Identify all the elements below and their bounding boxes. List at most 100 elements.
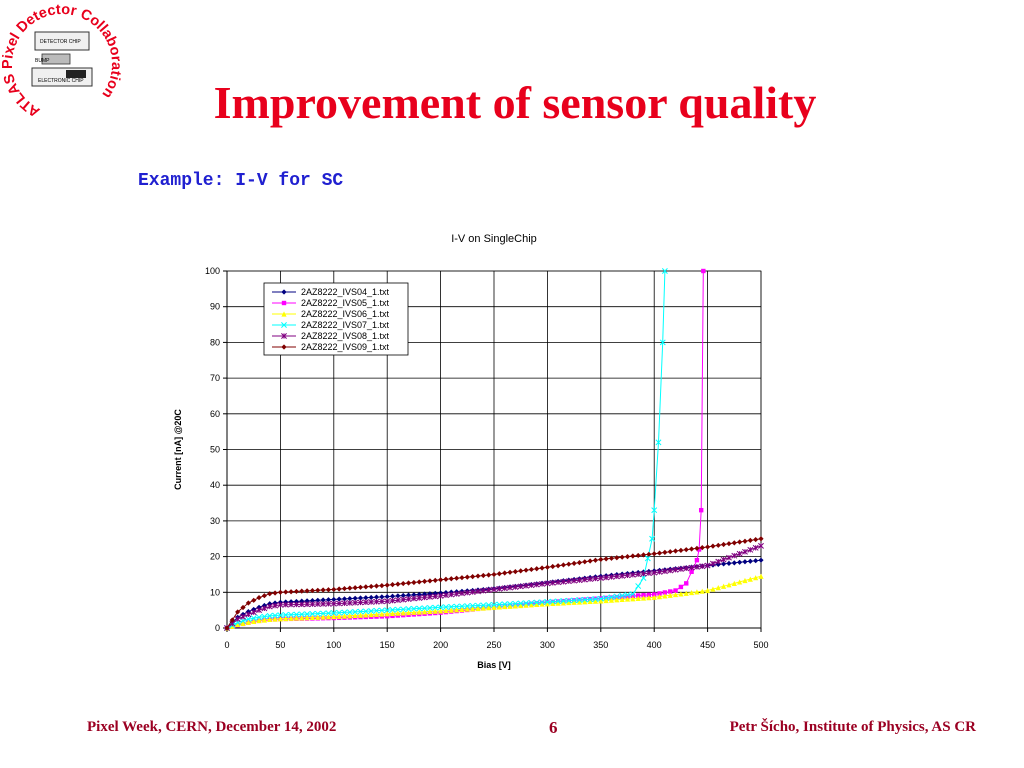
data-point	[281, 300, 287, 306]
data-point	[475, 573, 481, 579]
data-point	[331, 596, 337, 603]
data-point	[261, 617, 267, 623]
data-point	[571, 599, 577, 605]
data-point	[696, 547, 702, 552]
data-point	[293, 615, 300, 621]
data-point	[656, 594, 663, 600]
data-point	[655, 439, 662, 446]
y-tick-label: 60	[210, 409, 220, 419]
data-point	[357, 599, 364, 606]
chart-title: I-V on SingleChip	[451, 233, 537, 245]
data-point	[555, 598, 562, 605]
data-point	[442, 604, 449, 610]
data-point	[341, 596, 348, 602]
data-point	[491, 601, 497, 608]
data-point	[283, 599, 289, 605]
data-point	[432, 593, 439, 600]
data-point	[709, 560, 716, 567]
legend-label: 2AZ8222_IVS09_1.txt	[301, 342, 390, 352]
data-point	[400, 592, 406, 599]
data-point	[491, 604, 497, 610]
data-point	[668, 589, 673, 594]
data-point	[448, 603, 455, 610]
data-point	[448, 607, 454, 613]
data-point	[549, 598, 556, 605]
data-point	[640, 552, 647, 558]
data-point	[758, 536, 764, 542]
data-point	[721, 541, 727, 548]
data-point	[715, 585, 721, 591]
data-point	[645, 570, 652, 577]
data-point	[496, 601, 503, 608]
data-point	[384, 611, 390, 617]
data-point	[512, 600, 519, 607]
data-point	[512, 584, 519, 590]
data-point	[362, 608, 369, 615]
data-point	[281, 311, 287, 317]
data-point	[715, 561, 721, 568]
data-point	[229, 617, 235, 623]
data-point	[432, 590, 438, 596]
data-point	[410, 605, 417, 612]
data-point	[336, 613, 342, 619]
data-point	[464, 606, 470, 612]
data-point	[245, 611, 252, 618]
data-point	[336, 609, 343, 616]
data-point	[277, 601, 284, 608]
data-point	[229, 623, 235, 629]
data-point	[469, 602, 476, 609]
data-point	[416, 595, 423, 601]
data-point	[448, 576, 454, 582]
x-tick-label: 350	[593, 640, 608, 650]
legend-label: 2AZ8222_IVS08_1.txt	[301, 331, 390, 341]
legend-box	[263, 282, 409, 356]
x-tick-label: 0	[224, 640, 229, 650]
data-point	[421, 594, 428, 601]
data-point	[528, 566, 534, 573]
data-point	[426, 593, 433, 600]
data-point	[411, 579, 417, 586]
data-point	[491, 586, 497, 593]
data-point	[624, 591, 631, 598]
data-point	[421, 591, 428, 597]
data-point	[368, 583, 374, 590]
data-point	[673, 588, 678, 593]
data-point	[459, 606, 465, 613]
data-point	[683, 590, 689, 596]
data-point	[688, 564, 695, 571]
data-point	[304, 601, 311, 608]
data-point	[362, 599, 369, 606]
data-point	[464, 589, 471, 596]
data-point	[400, 610, 406, 616]
data-point	[544, 580, 551, 587]
data-point	[571, 577, 578, 584]
data-point	[304, 598, 310, 604]
data-point	[346, 600, 353, 606]
y-tick-label: 70	[210, 373, 220, 383]
data-point	[683, 565, 690, 572]
data-point	[672, 548, 679, 554]
data-point	[571, 560, 577, 566]
data-point	[454, 575, 460, 581]
data-point	[256, 614, 262, 621]
data-point	[272, 616, 278, 622]
data-point	[448, 591, 455, 598]
data-point	[421, 605, 428, 612]
data-point	[309, 597, 316, 604]
data-point	[251, 597, 257, 603]
data-point	[699, 588, 705, 594]
data-point	[384, 582, 390, 588]
data-point	[379, 611, 385, 617]
data-point	[442, 592, 449, 599]
data-point	[603, 594, 610, 601]
data-point	[416, 605, 423, 612]
slide-subtitle: Example: I-V for SC	[138, 171, 344, 191]
data-point	[320, 587, 326, 593]
data-point	[592, 598, 599, 604]
data-point	[581, 576, 588, 583]
data-point	[240, 604, 246, 611]
data-point	[250, 615, 257, 622]
data-point	[325, 614, 332, 620]
data-point	[288, 601, 295, 608]
data-point	[256, 595, 262, 601]
